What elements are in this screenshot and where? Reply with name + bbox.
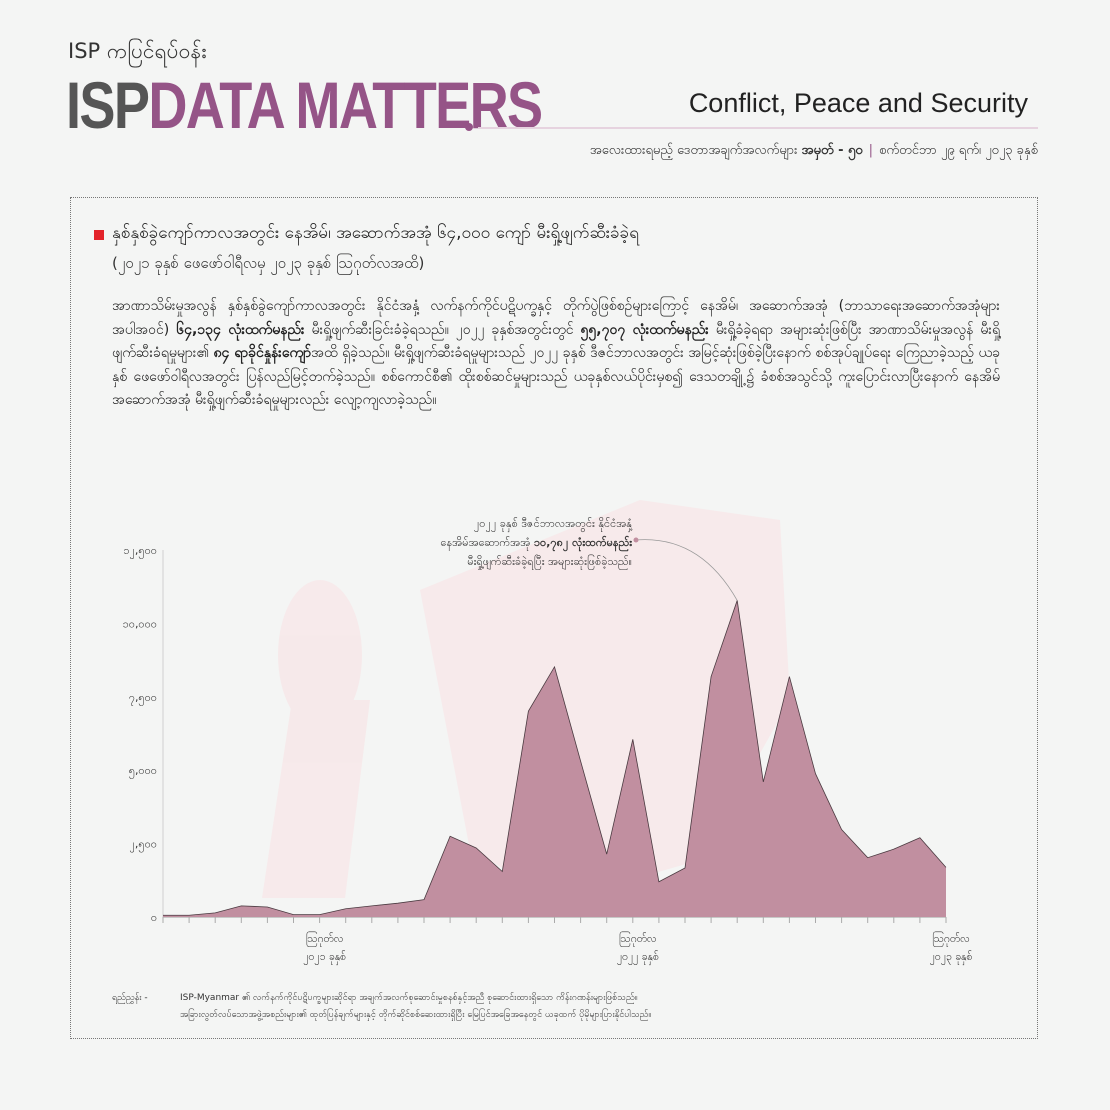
footnote-line1: ISP-Myanmar ၏ လက်နက်ကိုင်ပဋိပက္ခများဆိုင… bbox=[180, 993, 638, 1003]
body-text: မီးရှို့ဖျက်ဆီးခြင်းခံခဲ့ရသည်။ ၂၀၂၂ ခုနှ… bbox=[304, 321, 581, 338]
issue-prefix: အလေးထားရမည့် ဒေတာအချက်အလက်များ bbox=[589, 143, 798, 158]
y-tick-label: ၅,၀၀၀ bbox=[129, 764, 157, 779]
x-label-month: ဩဂုတ်လ bbox=[618, 933, 657, 945]
section-title: Conflict, Peace and Security bbox=[688, 88, 1028, 118]
body-highlight: ၈၄ ရာခိုင်နှုန်းကျော် bbox=[213, 345, 312, 361]
summary-paragraph: အာဏာသိမ်းမှုအလွန် နှစ်နှစ်ခွဲကျော်ကာလအတွ… bbox=[112, 295, 1000, 413]
x-label-month: ဩဂုတ်လ bbox=[932, 933, 970, 945]
annotation-value: ၁၀,၇၈၂ လုံးထက်မနည်း bbox=[533, 536, 632, 549]
brand-isp: ISP bbox=[66, 68, 150, 142]
footnote-label: ရည်ညွှန်း - bbox=[112, 993, 148, 1003]
body-highlight: ၆၄,၁၃၄ လုံးထက်မနည်း bbox=[176, 321, 305, 338]
header-divider bbox=[478, 127, 1038, 129]
y-tick-label: ၁၀,၀၀၀ bbox=[123, 617, 157, 630]
x-tick-label: ဩဂုတ်လ၂၀၂၂ ခုနှစ် bbox=[603, 930, 673, 966]
body-text: မီးရှို့ခံခဲ့ရရာ အများဆုံးဖြစ်ပြီး အာဏာသ… bbox=[112, 321, 1000, 362]
issue-separator: | bbox=[868, 143, 874, 158]
footnote-line2: အခြားလွတ်လပ်သောအဖွဲ့အစည်းများ၏ ထုတ်ပြန်ခ… bbox=[180, 1010, 652, 1020]
issue-date: စက်တင်ဘာ ၂၉ ရက်၊ ၂၀၂၃ ခုနှစ် bbox=[879, 143, 1038, 158]
area-outline bbox=[163, 600, 947, 916]
y-tick-label: ၁၂,၅၀၀ bbox=[123, 544, 157, 559]
chart-subtitle: (၂၀၂၁ ခုနှစ် ဖေဖော်ဝါရီလမှ ၂၀၂၃ ခုနှစ် ဩ… bbox=[112, 254, 425, 272]
content-frame bbox=[70, 197, 1038, 1039]
x-label-year: ၂၀၂၃ ခုနှစ် bbox=[929, 951, 973, 963]
y-tick-label: ၂,၅၀၀ bbox=[130, 838, 157, 853]
issue-number: အမှတ် - ၅၀ bbox=[801, 143, 863, 158]
area-series bbox=[163, 600, 946, 917]
chart-title: နှစ်နှစ်ခွဲကျော်ကာလအတွင်း နေအိမ်၊ အဆောက်… bbox=[112, 223, 639, 243]
annotation-line2: နေအိမ်အဆောက်အအုံ bbox=[440, 536, 534, 549]
x-label-year: ၂၀၂၁ ခုနှစ် bbox=[303, 951, 346, 963]
y-tick-label: ၇,၅၀၀ bbox=[129, 691, 157, 706]
body-text: အထိ ရှိခဲ့သည်။ မီးရှို့ဖျက်ဆီးခံရမှုများ… bbox=[112, 345, 1000, 408]
annotation-line1: ၂၀၂၂ ခုနှစ် ဒီဇင်ဘာလအတွင်း နိုင်ငံအနှံ့ bbox=[473, 517, 632, 530]
y-tick-label: ၀ bbox=[151, 911, 157, 924]
brand-data-matters: DATA MATTERS bbox=[148, 68, 543, 142]
x-tick-label: ဩဂုတ်လ၂၀၂၁ ခုနှစ် bbox=[290, 930, 360, 966]
x-tick-label: ဩဂုတ်လ၂၀၂၃ ခုနှစ် bbox=[916, 930, 986, 966]
body-highlight: ၅၅,၇၀၇ လုံးထက်မနည်း bbox=[580, 321, 709, 338]
peak-annotation: ၂၀၂၂ ခုနှစ် ဒီဇင်ဘာလအတွင်း နိုင်ငံအနှံ့ … bbox=[441, 514, 632, 571]
title-bullet-icon bbox=[94, 230, 104, 240]
brand-dot bbox=[465, 123, 473, 131]
annotation-dot bbox=[633, 537, 639, 543]
annotation-line3: မီးရှို့ဖျက်ဆီးခံခဲ့ရပြီး အများဆုံးဖြစ်ခ… bbox=[467, 555, 632, 568]
body-text: အာဏာသိမ်းမှုအလွန် နှစ်နှစ်ခွဲကျော်ကာလအတွ… bbox=[112, 298, 1000, 338]
brand-logo: ISPDATA MATTERS bbox=[66, 72, 543, 138]
brand-subtitle: ISP ကပြင်ရပ်ဝန်း bbox=[68, 39, 207, 63]
annotation-leader bbox=[635, 539, 738, 601]
x-label-month: ဩဂုတ်လ bbox=[305, 933, 344, 945]
issue-line: အလေးထားရမည့် ဒေတာအချက်အလက်များ အမှတ် - ၅… bbox=[590, 142, 1038, 161]
x-label-year: ၂၀၂၂ ခုနှစ် bbox=[616, 951, 659, 963]
